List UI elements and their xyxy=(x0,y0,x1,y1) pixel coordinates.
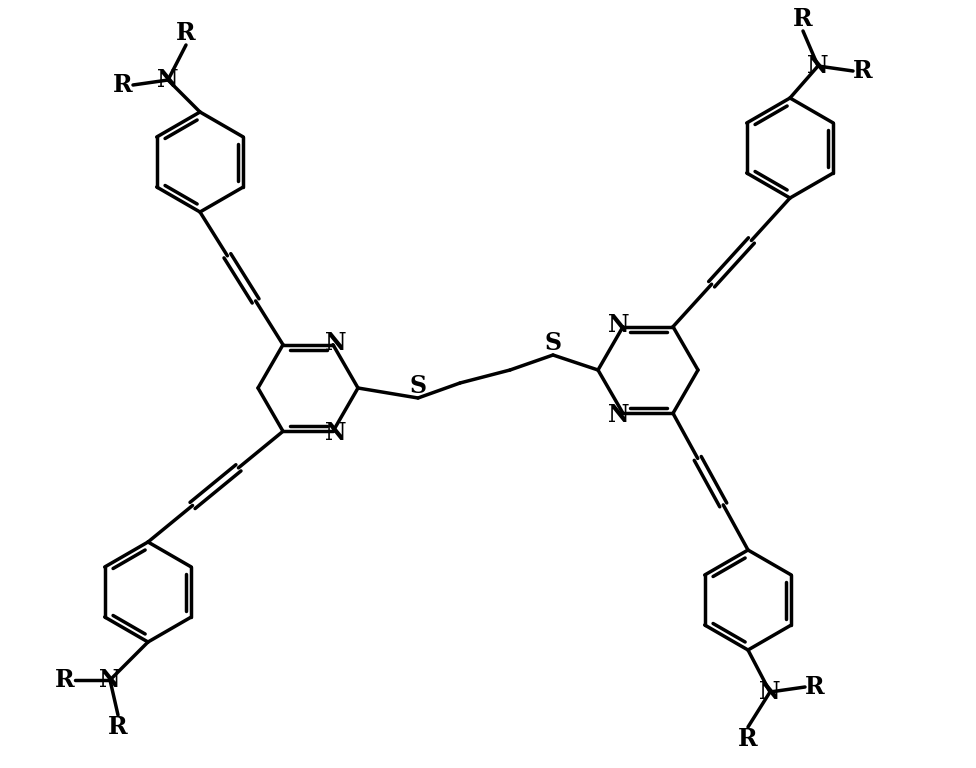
Text: R: R xyxy=(108,715,128,739)
Text: N: N xyxy=(759,680,781,704)
Text: S: S xyxy=(410,374,427,398)
Text: N: N xyxy=(608,313,630,336)
Text: N: N xyxy=(325,422,346,445)
Text: R: R xyxy=(56,668,75,692)
Text: N: N xyxy=(325,331,346,355)
Text: R: R xyxy=(805,675,825,699)
Text: N: N xyxy=(608,403,630,427)
Text: R: R xyxy=(177,21,196,45)
Text: R: R xyxy=(738,727,757,751)
Text: N: N xyxy=(807,54,829,78)
Text: R: R xyxy=(793,7,813,31)
Text: R: R xyxy=(113,73,133,97)
Text: N: N xyxy=(157,68,179,92)
Text: N: N xyxy=(100,668,121,692)
Text: S: S xyxy=(545,331,561,355)
Text: R: R xyxy=(853,59,873,83)
